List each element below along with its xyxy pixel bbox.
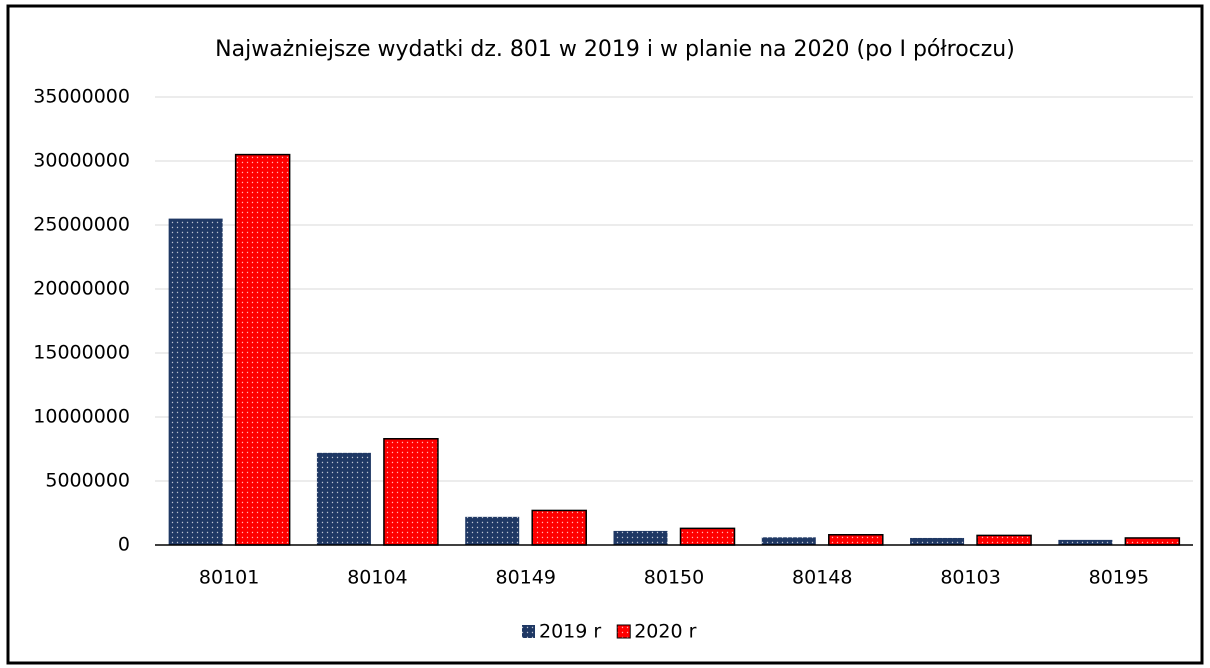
bar (613, 530, 668, 545)
bar (828, 534, 884, 546)
bar (910, 537, 965, 545)
bar (1058, 539, 1113, 545)
bar (168, 218, 223, 545)
y-tick-label: 15000000 (33, 342, 130, 364)
bar (465, 516, 520, 545)
y-tick-label: 30000000 (33, 150, 130, 172)
x-tick-label: 80195 (1089, 567, 1149, 589)
x-tick-label: 80104 (347, 567, 407, 589)
x-tick-label: 80148 (792, 567, 852, 589)
chart-title: Najważniejsze wydatki dz. 801 w 2019 i w… (215, 37, 1015, 62)
y-tick-label: 35000000 (33, 86, 130, 108)
bar (679, 527, 736, 546)
legend-label: 2019 r (539, 621, 601, 643)
bar (761, 537, 816, 545)
x-tick-label: 80103 (940, 567, 1000, 589)
legend-swatch (522, 625, 535, 638)
bar (234, 153, 291, 546)
y-tick-label: 20000000 (33, 278, 130, 300)
bar (383, 438, 439, 546)
bar (1124, 537, 1181, 546)
y-tick-label: 0 (118, 534, 130, 556)
y-tick-label: 10000000 (33, 406, 130, 428)
x-tick-label: 80149 (495, 567, 555, 589)
legend-label: 2020 r (634, 621, 696, 643)
x-tick-label: 80101 (199, 567, 259, 589)
legend-swatch (616, 624, 631, 639)
bar (531, 509, 587, 546)
x-tick-label: 80150 (644, 567, 704, 589)
bar (316, 452, 371, 545)
y-tick-label: 25000000 (33, 214, 130, 236)
bar (976, 534, 1032, 546)
y-tick-label: 5000000 (45, 470, 130, 492)
